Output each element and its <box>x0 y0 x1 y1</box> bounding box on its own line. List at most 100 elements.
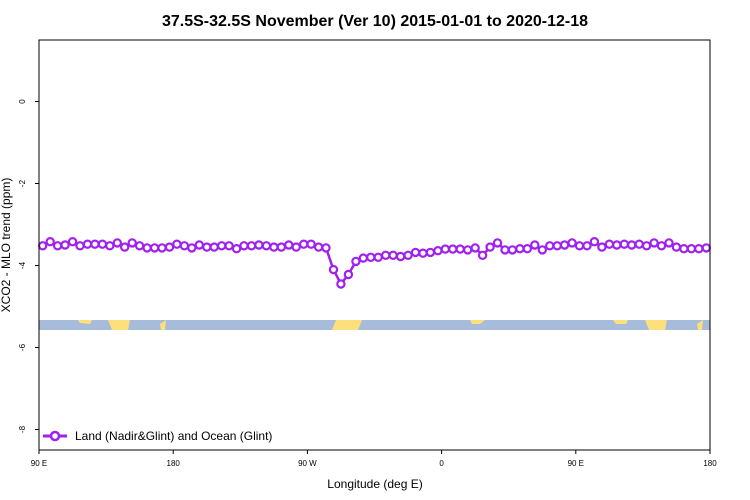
data-point <box>634 239 644 249</box>
legend-marker <box>49 430 61 442</box>
x-tick-label: 90 E <box>568 459 584 468</box>
x-tick-label: 180 <box>703 459 717 468</box>
land-australia <box>645 320 667 330</box>
y-tick-label: -4 <box>18 261 27 269</box>
data-point <box>187 243 197 253</box>
data-point <box>500 245 510 255</box>
data-point <box>246 241 257 251</box>
data-point <box>179 241 190 251</box>
legend: Land (Nadir&Glint) and Ocean (Glint) <box>43 429 272 443</box>
data-point <box>366 252 376 262</box>
land-new-zealand <box>697 320 703 330</box>
land-australia <box>613 320 628 324</box>
data-point <box>589 236 600 247</box>
data-point <box>522 243 533 254</box>
data-point <box>112 238 123 248</box>
data-point <box>567 238 577 248</box>
x-tick-label: 180 <box>167 459 181 468</box>
data-point <box>679 243 689 254</box>
data-point <box>209 242 219 252</box>
data-point <box>239 241 249 251</box>
data-point <box>105 241 115 251</box>
data-point <box>597 242 607 252</box>
data-point <box>671 242 682 252</box>
x-tick-label: 0 <box>439 459 444 468</box>
data-point <box>530 240 540 250</box>
data-point <box>537 245 548 255</box>
data-point <box>269 242 279 252</box>
data-point <box>627 240 637 250</box>
data-point <box>224 241 234 251</box>
data-point <box>343 269 354 280</box>
chart-title: 37.5S-32.5S November (Ver 10) 2015-01-01… <box>162 13 588 30</box>
data-point <box>485 242 495 252</box>
data-point <box>381 250 391 260</box>
x-axis-label: Longitude (deg E) <box>327 477 422 491</box>
data-point <box>45 236 55 247</box>
data-point <box>552 241 562 251</box>
data-point <box>455 244 465 254</box>
y-tick-label: -6 <box>18 343 27 351</box>
data-point <box>134 241 145 251</box>
land-south-africa <box>470 320 485 324</box>
data-point <box>261 241 272 251</box>
ocean-band <box>39 320 710 330</box>
data-point <box>149 243 160 253</box>
data-point <box>656 241 667 251</box>
data-point <box>358 253 368 263</box>
data-point <box>90 239 100 249</box>
data-point <box>75 241 85 251</box>
land-new-zealand <box>160 320 166 330</box>
data-point <box>67 236 78 247</box>
x-tick-label: 90 W <box>298 459 317 468</box>
data-point <box>254 240 264 250</box>
data-point <box>373 252 383 262</box>
data-point <box>425 247 436 258</box>
data-point <box>641 241 652 251</box>
series-layer <box>38 236 712 289</box>
data-point <box>231 243 242 254</box>
data-point <box>351 256 361 267</box>
data-point <box>463 245 473 255</box>
data-point <box>492 238 503 248</box>
data-point <box>142 243 152 253</box>
y-tick-label: 0 <box>18 99 27 104</box>
y-tick-label: -2 <box>18 179 27 187</box>
data-point <box>649 238 659 248</box>
land-ocean-map-strip <box>39 320 710 330</box>
data-point <box>545 241 555 251</box>
land-australia <box>78 320 92 324</box>
data-point <box>299 239 309 249</box>
data-point <box>313 242 324 252</box>
data-point <box>574 241 585 251</box>
plot-frame <box>38 39 711 451</box>
data-point <box>448 244 458 254</box>
data-point <box>202 242 212 252</box>
data-point <box>336 279 346 289</box>
data-point <box>582 241 592 251</box>
data-point <box>284 240 294 250</box>
data-point <box>119 242 130 252</box>
x-tick-label: 90 E <box>31 459 47 468</box>
y-axis: 0 -2 -4 -6 -8 <box>18 99 39 433</box>
data-point <box>403 250 413 260</box>
x-axis: 90 E 180 90 W 0 90 E 180 <box>31 450 717 468</box>
data-point <box>515 243 525 254</box>
data-point <box>664 238 674 248</box>
data-point <box>157 243 167 253</box>
data-point <box>127 238 137 248</box>
data-point <box>604 239 615 249</box>
data-point <box>97 239 108 249</box>
data-point <box>164 242 175 252</box>
land-south-america <box>332 320 362 330</box>
data-point <box>172 239 182 249</box>
data-point <box>82 239 93 249</box>
data-point <box>52 241 63 251</box>
data-point <box>321 243 331 253</box>
data-point <box>418 248 428 258</box>
data-point <box>328 264 339 275</box>
data-point <box>619 239 630 249</box>
data-point <box>395 251 406 262</box>
